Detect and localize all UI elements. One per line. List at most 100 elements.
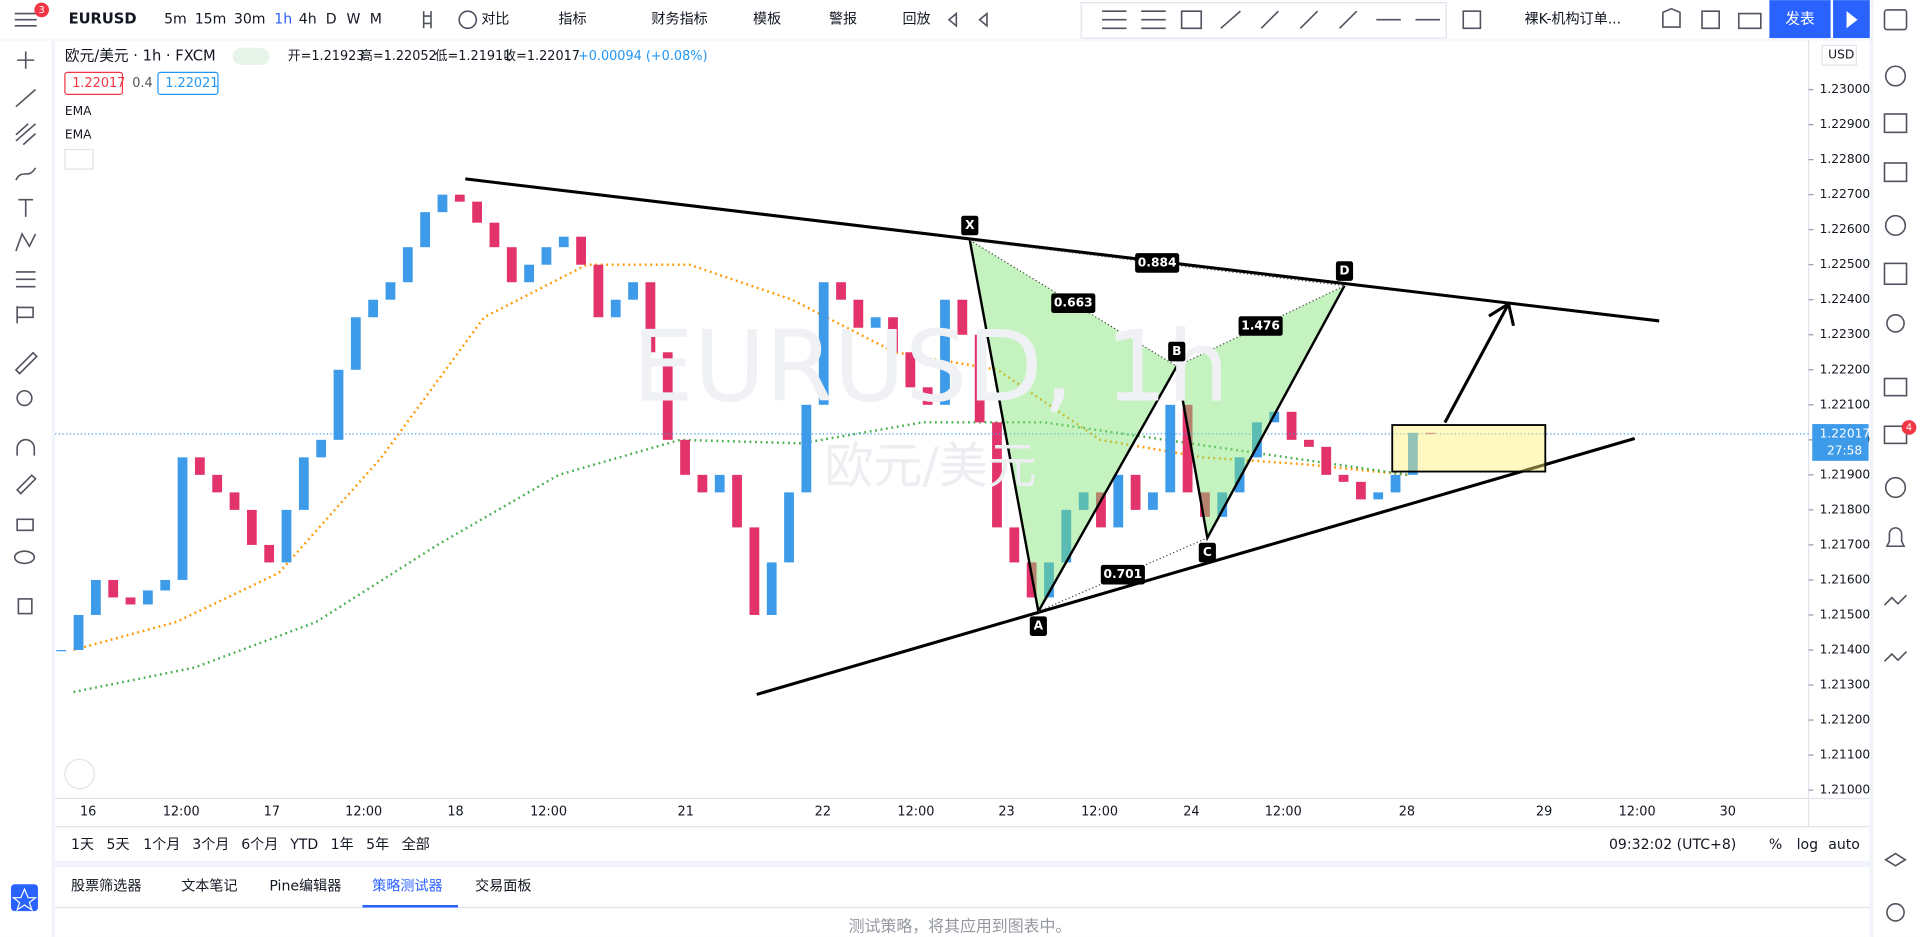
y-tick-label: 1.22500	[1820, 257, 1871, 271]
drawing-tools-row[interactable]	[1102, 10, 1440, 30]
candle	[1165, 404, 1176, 493]
ratio-label: 1.476	[1241, 318, 1280, 332]
ideas-icon[interactable]	[1886, 314, 1905, 333]
candle	[281, 509, 292, 563]
layout-icon[interactable]	[1462, 10, 1482, 30]
candle	[1217, 492, 1228, 517]
range[interactable]: 1个月	[143, 837, 180, 853]
point-label: D	[1339, 264, 1349, 278]
streams-icon[interactable]	[1884, 476, 1907, 499]
chart-type-icon[interactable]	[422, 11, 432, 29]
alerts-icon[interactable]	[1884, 65, 1907, 87]
toolbar-button[interactable]: 指标	[558, 12, 586, 28]
range[interactable]: 6个月	[241, 837, 278, 853]
interval[interactable]: 5m	[164, 12, 187, 28]
calendar-icon[interactable]	[1883, 262, 1908, 286]
hotlist-icon[interactable]	[1884, 214, 1907, 237]
layers-icon[interactable]	[1884, 852, 1907, 867]
x-tick-label: 29	[1536, 804, 1552, 819]
stay-drawing-tool[interactable]	[16, 474, 37, 495]
interval[interactable]: 30m	[234, 12, 266, 28]
dom-icon[interactable]	[1883, 650, 1908, 662]
x-tick-label: 23	[998, 804, 1014, 819]
menu-badge	[34, 2, 49, 18]
candle	[870, 317, 881, 328]
notifications-icon[interactable]	[1885, 527, 1906, 548]
fib-tool[interactable]	[15, 123, 37, 146]
range[interactable]: 1年	[331, 837, 354, 853]
candle	[697, 474, 708, 493]
collapse-button[interactable]	[64, 148, 94, 170]
ohlc: 开=1.21923	[288, 49, 365, 64]
candle	[264, 544, 275, 563]
candle	[974, 334, 985, 423]
candle	[922, 387, 933, 405]
undo-redo[interactable]	[947, 11, 988, 28]
panel-tab[interactable]: 股票筛选器	[71, 879, 141, 895]
crosshair-tool[interactable]	[17, 51, 35, 69]
publish[interactable]: 发表	[1785, 11, 1815, 28]
chat-icon[interactable]	[1883, 377, 1908, 397]
y-tick-label: 1.21900	[1820, 467, 1871, 481]
interval[interactable]: 4h	[299, 12, 317, 28]
candle	[212, 474, 223, 493]
watchlist-button[interactable]	[11, 884, 38, 912]
range[interactable]: 全部	[402, 836, 430, 853]
candle	[1252, 422, 1262, 458]
range[interactable]: YTD	[289, 837, 318, 853]
interval[interactable]: 1h	[274, 12, 292, 28]
zoom-tool[interactable]	[16, 389, 33, 407]
ratio-box	[1100, 564, 1145, 585]
trendline-tool[interactable]	[15, 88, 37, 108]
watchlist-icon[interactable]	[1883, 9, 1908, 31]
messages-icon[interactable]	[1883, 425, 1908, 445]
interval[interactable]: D	[326, 12, 337, 28]
scale-option[interactable]: auto	[1828, 837, 1860, 853]
interval[interactable]: M	[370, 12, 382, 28]
data-window-icon[interactable]	[1883, 162, 1908, 183]
hide-tool[interactable]	[13, 550, 36, 565]
candle	[558, 236, 569, 248]
point-box	[1029, 616, 1047, 636]
trading-icon[interactable]	[1883, 594, 1908, 606]
panel-tab[interactable]: 交易面板	[475, 878, 531, 895]
scale-option[interactable]: log	[1797, 837, 1818, 853]
news-icon[interactable]	[1883, 113, 1908, 134]
toolbar-button[interactable]: 对比	[481, 12, 509, 28]
brush-tool[interactable]	[15, 167, 37, 181]
magnet-tool[interactable]	[16, 438, 36, 456]
text-tool[interactable]	[18, 198, 34, 217]
range[interactable]: 1天	[71, 837, 94, 853]
interval[interactable]: W	[347, 12, 361, 28]
candle	[524, 264, 535, 283]
range[interactable]: 5天	[107, 837, 130, 853]
top-icons	[0, 0, 1870, 40]
candle	[1078, 492, 1089, 510]
star-icon	[11, 887, 38, 912]
panel-tab[interactable]: Pine编辑器	[269, 879, 341, 895]
lock-tool[interactable]	[16, 518, 34, 532]
panel-tab[interactable]: 策略测试器	[372, 878, 442, 895]
layout-name[interactable]: 裸K-机构订单...	[1524, 12, 1621, 28]
settings-icons[interactable]	[1662, 7, 1762, 30]
pattern-tool[interactable]	[15, 232, 37, 252]
prediction-tool[interactable]	[15, 271, 36, 288]
toolbar-button[interactable]: 模板	[753, 12, 781, 28]
range[interactable]: 5年	[366, 837, 389, 853]
scale-option[interactable]: %	[1769, 837, 1782, 853]
toolbar-button[interactable]: 警报	[829, 12, 857, 28]
help-icon[interactable]	[1886, 903, 1905, 922]
range[interactable]: 3个月	[192, 837, 229, 853]
panel-tab[interactable]: 文本笔记	[181, 879, 237, 895]
toolbar-button[interactable]: 回放	[902, 12, 930, 28]
remove-tool[interactable]	[17, 598, 33, 615]
candle	[801, 404, 812, 493]
chart-pane	[55, 40, 1870, 861]
ruler-tool[interactable]	[14, 351, 38, 375]
candle	[766, 562, 777, 615]
icon-tool[interactable]	[16, 306, 34, 324]
publish-button[interactable]	[1769, 0, 1831, 39]
candle	[541, 247, 552, 265]
toolbar-button[interactable]: 财务指标	[651, 12, 707, 28]
interval[interactable]: 15m	[195, 12, 227, 28]
